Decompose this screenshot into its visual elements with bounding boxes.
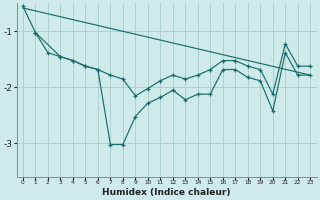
X-axis label: Humidex (Indice chaleur): Humidex (Indice chaleur) (102, 188, 231, 197)
